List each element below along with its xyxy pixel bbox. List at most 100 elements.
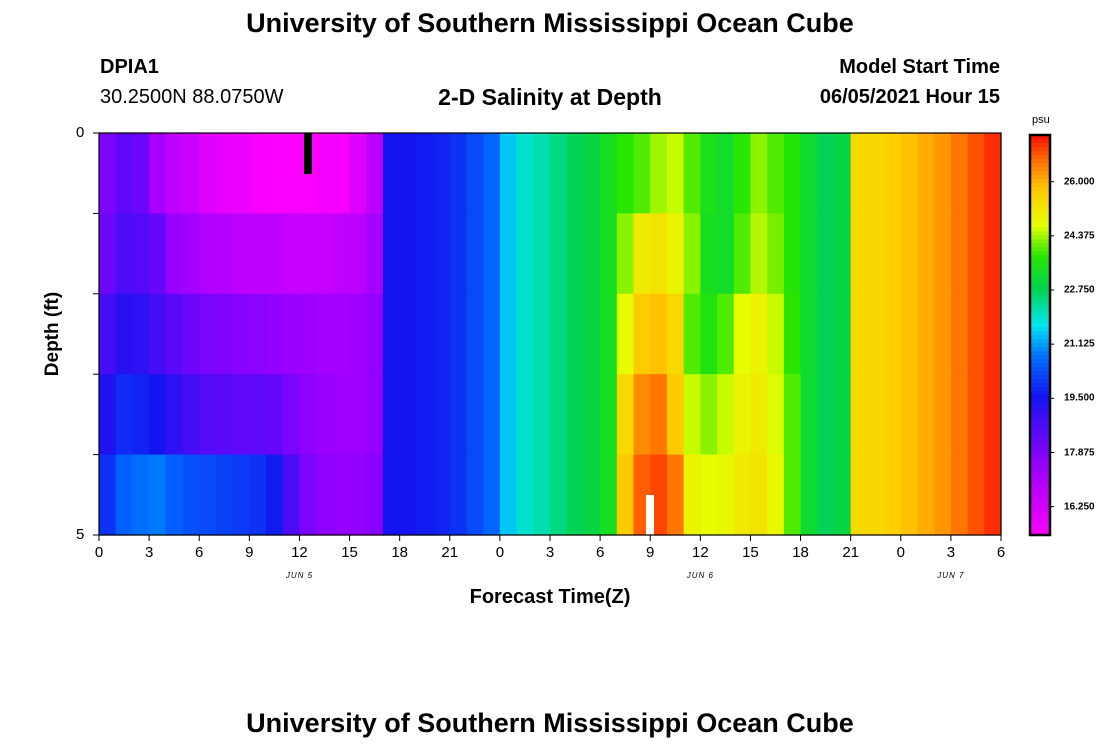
heatmap-cell xyxy=(332,454,351,536)
heatmap-cell xyxy=(984,293,1002,375)
heatmap-cell xyxy=(717,454,735,536)
colorbar-segment xyxy=(1030,291,1050,296)
colorbar-segment xyxy=(1030,199,1050,204)
colorbar-segment xyxy=(1030,483,1050,488)
heatmap-cell xyxy=(332,293,351,375)
heatmap-cell xyxy=(516,213,534,295)
heatmap-cell xyxy=(817,454,835,536)
colorbar-tick-label: 17.875 xyxy=(1064,447,1095,458)
heatmap-cell xyxy=(884,133,902,214)
heatmap-cell xyxy=(99,374,117,456)
heatmap-cell xyxy=(950,213,969,295)
heatmap-cell xyxy=(550,454,568,536)
colorbar-segment xyxy=(1030,411,1050,416)
colorbar-segment xyxy=(1030,467,1050,472)
colorbar-segment xyxy=(1030,531,1050,536)
heatmap-cell xyxy=(583,374,601,456)
colorbar-segment xyxy=(1030,491,1050,496)
heatmap-cell xyxy=(783,133,802,214)
colorbar-segment xyxy=(1030,275,1050,280)
heatmap-cell xyxy=(900,213,919,295)
x-tick-label: 3 xyxy=(144,544,154,561)
heatmap-cell xyxy=(483,374,501,456)
colorbar-segment xyxy=(1030,167,1050,172)
current-time-marker xyxy=(646,495,654,535)
colorbar-segment xyxy=(1030,247,1050,252)
heatmap-cell xyxy=(416,293,434,375)
colorbar-segment xyxy=(1030,191,1050,196)
heatmap-cell xyxy=(833,454,852,536)
heatmap-cell xyxy=(499,454,518,536)
colorbar-segment xyxy=(1030,279,1050,284)
heatmap-cell xyxy=(433,133,451,214)
heatmap-cell xyxy=(249,454,267,536)
x-tick-label: 18 xyxy=(792,544,809,561)
heatmap-cell xyxy=(199,374,217,456)
heatmap-cell xyxy=(215,454,234,536)
heatmap-cell xyxy=(533,374,551,456)
colorbar-segment xyxy=(1030,207,1050,212)
heatmap-cell xyxy=(266,293,284,375)
colorbar-segment xyxy=(1030,387,1050,392)
colorbar-tick-label: 21.125 xyxy=(1064,338,1095,350)
colorbar-segment xyxy=(1030,323,1050,328)
colorbar-segment xyxy=(1030,283,1050,288)
colorbar-segment xyxy=(1030,299,1050,304)
colorbar-segment xyxy=(1030,307,1050,312)
heatmap-cell xyxy=(399,293,417,375)
heatmap-cell xyxy=(616,454,635,536)
heatmap-cell xyxy=(700,213,718,295)
heatmap-cell xyxy=(132,454,150,536)
colorbar-segment xyxy=(1030,319,1050,324)
heatmap-cell xyxy=(533,133,551,214)
heatmap-cell xyxy=(550,133,568,214)
date-label: JUN 7 xyxy=(937,571,965,580)
heatmap-cell xyxy=(650,454,668,536)
colorbar-segment xyxy=(1030,227,1050,232)
date-label: JUN 5 xyxy=(285,571,314,580)
heatmap-cell xyxy=(149,213,167,295)
heatmap-cell xyxy=(149,293,167,375)
x-tick-label: 15 xyxy=(341,544,358,561)
y-axis-label: Depth (ft) xyxy=(42,292,63,376)
heatmap-cell xyxy=(950,133,969,214)
colorbar-segment xyxy=(1030,371,1050,376)
heatmap-cell xyxy=(199,133,217,214)
x-tick-label: 21 xyxy=(842,544,859,561)
heatmap-cell xyxy=(833,133,852,214)
heatmap-cell xyxy=(115,133,133,214)
heatmap-cell xyxy=(165,374,184,456)
heatmap-cell xyxy=(466,454,484,536)
heatmap-cell xyxy=(666,133,685,214)
heatmap-cell xyxy=(316,374,334,456)
heatmap-cell xyxy=(316,213,334,295)
heatmap-cell xyxy=(149,374,167,456)
heatmap-cell xyxy=(817,133,835,214)
colorbar-segment xyxy=(1030,303,1050,308)
heatmap-cell xyxy=(750,213,768,295)
heatmap-cell xyxy=(783,213,802,295)
heatmap-cell xyxy=(382,293,401,375)
colorbar-segment xyxy=(1030,515,1050,520)
colorbar-segment xyxy=(1030,383,1050,388)
x-tick-label: 12 xyxy=(291,544,308,561)
heatmap-cell xyxy=(833,213,852,295)
heatmap-cell xyxy=(466,374,484,456)
colorbar-segment xyxy=(1030,267,1050,272)
colorbar-segment xyxy=(1030,487,1050,492)
colorbar-segment xyxy=(1030,367,1050,372)
heatmap-cell xyxy=(817,293,835,375)
heatmap-cell xyxy=(884,213,902,295)
x-tick-label: 9 xyxy=(245,544,254,561)
heatmap-cell xyxy=(449,293,468,375)
colorbar-segment xyxy=(1030,143,1050,148)
heatmap-cell xyxy=(115,213,133,295)
heatmap-cell xyxy=(867,454,885,536)
heatmap-cell xyxy=(165,213,184,295)
heatmap-cell xyxy=(750,374,768,456)
heatmap-cell xyxy=(934,213,952,295)
colorbar-segment xyxy=(1030,443,1050,448)
heatmap-cell xyxy=(967,293,985,375)
heatmap-cell xyxy=(783,454,802,536)
station-id: DPIA1 xyxy=(100,56,159,78)
